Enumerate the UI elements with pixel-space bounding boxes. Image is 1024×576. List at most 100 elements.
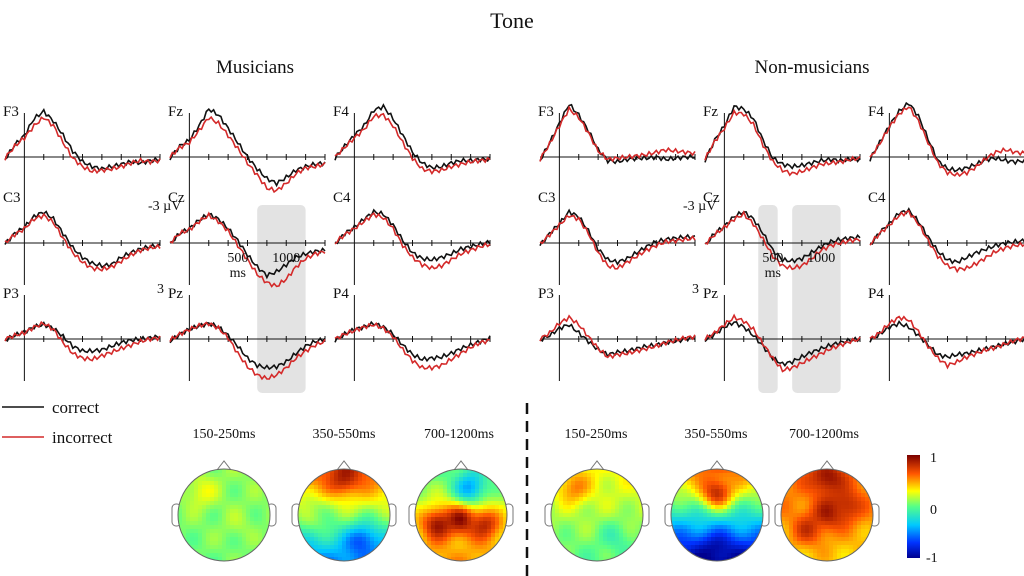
topomap-cell-m-2-483-477: [483, 477, 488, 482]
topomap-cell-m-2-475-521: [475, 521, 480, 526]
topomap-cell-m-0-254-489: [254, 489, 259, 494]
topomap-cell-m-1-310-525: [310, 525, 315, 530]
topomap-cell-n-0-619-505: [619, 505, 624, 510]
topomap-cell-n-1-715-505: [715, 505, 720, 510]
topomap-cell-m-0-178-525: [178, 525, 183, 530]
topomap-cell-m-0-222-489: [222, 489, 227, 494]
topomap-cell-m-2-491-481: [491, 481, 496, 486]
topomap-cell-n-0-635-521: [635, 521, 640, 526]
topomap-cell-n-1-715-477: [715, 477, 720, 482]
topomap-cell-m-0-206-553: [206, 553, 211, 558]
topomap-cell-m-2-463-541: [463, 541, 468, 546]
topomap-cell-n-2-829-529: [829, 529, 834, 534]
topomap-cell-n-0-575-489: [575, 489, 580, 494]
topomap-cell-m-1-342-545: [342, 545, 347, 550]
topomap-cell-m-2-443-545: [443, 545, 448, 550]
topomap-cell-n-2-789-501: [789, 501, 794, 506]
topomap-cell-m-1-354-521: [354, 521, 359, 526]
topomap-cell-n-1-719-513: [719, 513, 724, 518]
topomap-cell-m-0-214-481: [214, 481, 219, 486]
topomap-cell-m-2-487-509: [487, 509, 492, 514]
topomap-cell-n-1-695-505: [695, 505, 700, 510]
topomap-cell-n-1-759-521: [759, 521, 763, 526]
topomap-cell-n-1-679-489: [679, 489, 684, 494]
topomap-cell-m-0-202-505: [202, 505, 207, 510]
topomap-cell-m-2-455-517: [455, 517, 460, 522]
topomap-cell-n-1-711-541: [711, 541, 716, 546]
topomap-cell-n-0-579-481: [579, 481, 584, 486]
topomap-cell-n-1-755-509: [755, 509, 760, 514]
topomap-cell-n-1-707-473: [707, 473, 712, 478]
topomap-cell-n-2-793-493: [793, 493, 798, 498]
topomap-cell-n-1-715-493: [715, 493, 720, 498]
topomap-cell-n-0-575-513: [575, 513, 580, 518]
topomap-cell-m-0-234-481: [234, 481, 239, 486]
topomap-cell-m-2-483-549: [483, 549, 488, 554]
topomap-cell-m-2-479-549: [479, 549, 484, 554]
topomap-cell-n-1-675-509: [675, 509, 680, 514]
topomap-cell-n-0-583-481: [583, 481, 588, 486]
topomap-cell-m-1-338-557: [338, 557, 343, 561]
topomap-cell-m-2-467-537: [467, 537, 472, 542]
topomap-cell-m-0-230-513: [230, 513, 235, 518]
topomap-cell-m-0-198-529: [198, 529, 203, 534]
topomap-cell-m-0-198-477: [198, 477, 203, 482]
topomap-cell-m-0-234-513: [234, 513, 239, 518]
topomap-cell-m-2-447-517: [447, 517, 452, 522]
topomap-cell-m-2-475-481: [475, 481, 480, 486]
topomap-cell-n-1-683-529: [683, 529, 688, 534]
topomap-cell-m-0-190-497: [190, 497, 195, 502]
topomap-cell-m-2-439-489: [439, 489, 444, 494]
topomap-cell-n-1-751-529: [751, 529, 756, 534]
topomap-cell-n-2-801-537: [801, 537, 806, 542]
topomap-cell-n-1-707-489: [707, 489, 712, 494]
topomap-cell-m-0-198-549: [198, 549, 203, 554]
topomap-cell-n-1-731-489: [731, 489, 736, 494]
topomap-cell-n-1-695-517: [695, 517, 700, 522]
topomap-cell-m-0-258-521: [258, 521, 263, 526]
topomap-cell-m-0-242-485: [242, 485, 247, 490]
topomap-cell-m-0-194-509: [194, 509, 199, 514]
topomap-cell-m-0-226-469: [226, 469, 231, 474]
topomap-cell-n-0-603-473: [603, 473, 608, 478]
topomap-cell-m-2-467-481: [467, 481, 472, 486]
topomap-cell-m-2-459-505: [459, 505, 464, 510]
topomap-cell-m-2-451-549: [451, 549, 456, 554]
topomap-cell-m-0-246-477: [246, 477, 251, 482]
topomap-cell-m-0-222-537: [222, 537, 227, 542]
topomap-cell-m-0-210-525: [210, 525, 215, 530]
topomap-cell-n-0-635-501: [635, 501, 640, 506]
topomap-cell-n-2-789-533: [789, 533, 794, 538]
topomap-cell-m-2-419-533: [419, 533, 424, 538]
topomap-cell-m-0-202-521: [202, 521, 207, 526]
topomap-cell-m-0-234-473: [234, 473, 239, 478]
topomap-cell-n-2-841-501: [841, 501, 846, 506]
topomap-cell-n-2-813-469: [813, 469, 818, 474]
topomap-cell-n-0-587-489: [587, 489, 592, 494]
topomap-cell-n-2-825-485: [825, 485, 830, 490]
topomap-cell-n-0-591-553: [591, 553, 596, 558]
topomap-cell-m-0-226-545: [226, 545, 231, 550]
topomap-cell-n-2-845-477: [845, 477, 850, 482]
topomap-cell-m-2-459-557: [459, 557, 464, 561]
topomap-cell-m-0-246-493: [246, 493, 251, 498]
topomap-cell-m-1-342-521: [342, 521, 347, 526]
topomap-cell-n-0-611-521: [611, 521, 616, 526]
topomap-cell-n-1-739-525: [739, 525, 744, 530]
topomap-cell-n-2-821-557: [821, 557, 826, 561]
topomap-cell-m-0-210-481: [210, 481, 215, 486]
topomap-cell-m-2-503-501: [503, 501, 507, 506]
xtick-unit-1: ms: [765, 266, 781, 281]
topomap-cell-m-2-439-477: [439, 477, 444, 482]
topomap-cell-n-0-623-505: [623, 505, 628, 510]
trace-correct-m-p3: [4, 321, 161, 354]
topomap-cell-m-1-382-521: [382, 521, 387, 526]
topomap-cell-n-1-735-537: [735, 537, 740, 542]
topomap-cell-m-2-459-517: [459, 517, 464, 522]
topomap-cell-n-0-599-481: [599, 481, 604, 486]
topomap-cell-m-2-447-505: [447, 505, 452, 510]
topomap-cell-m-2-491-517: [491, 517, 496, 522]
topomap-cell-m-1-366-485: [366, 485, 371, 490]
topomap-cell-n-0-591-541: [591, 541, 596, 546]
topomap-cell-m-1-350-521: [350, 521, 355, 526]
